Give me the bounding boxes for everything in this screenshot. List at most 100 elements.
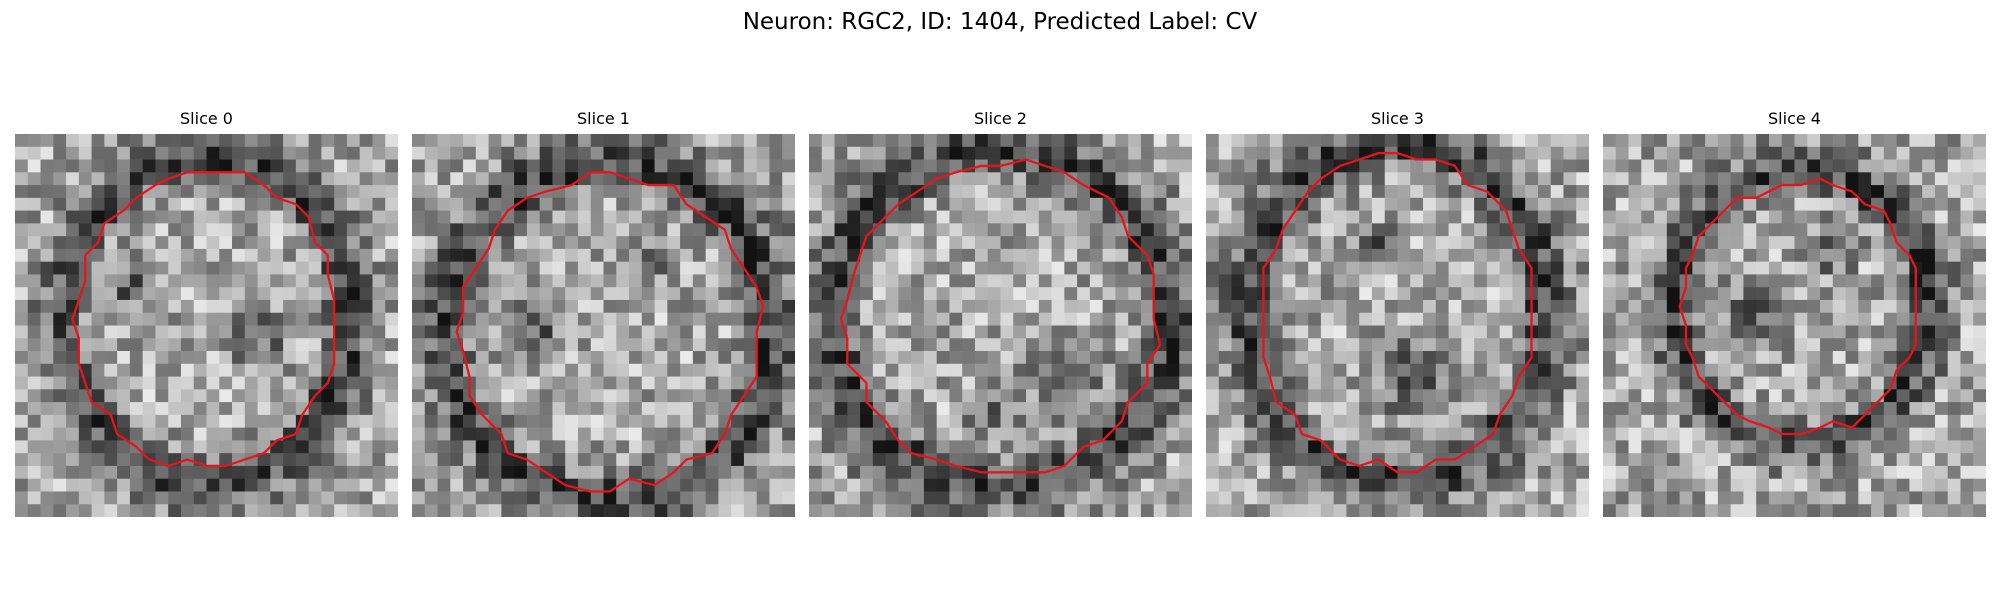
image-pixel [1603, 287, 1617, 301]
image-pixel [1282, 376, 1296, 390]
image-pixel [974, 210, 989, 224]
image-pixel [860, 478, 874, 492]
image-pixel [1269, 325, 1283, 339]
image-pixel [1269, 197, 1283, 211]
image-pixel [1705, 261, 1719, 275]
image-pixel [488, 427, 502, 441]
image-pixel [206, 376, 220, 390]
image-pixel [1717, 325, 1732, 339]
image-pixel [847, 185, 861, 199]
image-pixel [1679, 376, 1693, 390]
image-pixel [385, 197, 398, 211]
image-pixel [1692, 287, 1706, 301]
image-pixel [193, 478, 207, 492]
image-pixel [1896, 427, 1910, 441]
image-pixel [1692, 325, 1706, 339]
image-pixel [488, 159, 502, 173]
image-pixel [949, 210, 963, 224]
image-pixel [180, 351, 195, 365]
image-pixel [1218, 351, 1232, 365]
image-pixel [1077, 236, 1091, 250]
image-pixel [168, 440, 182, 454]
image-pixel [78, 478, 92, 492]
image-pixel [219, 376, 233, 390]
image-pixel [1153, 402, 1167, 416]
image-pixel [1320, 389, 1335, 403]
image-pixel [1615, 312, 1629, 326]
image-pixel [782, 491, 795, 505]
image-pixel [193, 185, 207, 199]
image-pixel [962, 427, 976, 441]
image-pixel [283, 248, 297, 263]
image-pixel [270, 389, 284, 403]
image-pixel [1282, 197, 1296, 211]
image-pixel [1563, 440, 1577, 454]
image-pixel [616, 504, 630, 517]
image-pixel [53, 325, 67, 339]
image-pixel [1820, 453, 1834, 467]
image-pixel [1896, 236, 1910, 250]
image-pixel [1807, 491, 1821, 505]
image-pixel [1346, 172, 1360, 186]
image-pixel [1359, 236, 1373, 250]
image-pixel [603, 223, 617, 237]
image-pixel [1960, 363, 1974, 377]
image-pixel [590, 351, 604, 365]
image-pixel [1768, 172, 1783, 186]
image-pixel [1537, 236, 1552, 250]
image-pixel [860, 146, 874, 160]
image-pixel [412, 159, 426, 173]
image-pixel [40, 146, 54, 160]
image-pixel [334, 402, 348, 416]
image-pixel [244, 376, 258, 390]
image-pixel [78, 223, 92, 237]
image-pixel [1743, 312, 1757, 326]
image-pixel [15, 287, 29, 301]
image-pixel [936, 504, 950, 517]
image-pixel [155, 146, 169, 160]
image-pixel [885, 363, 899, 377]
image-pixel [1858, 478, 1872, 492]
image-pixel [1871, 146, 1885, 160]
image-pixel [1026, 389, 1040, 403]
image-pixel [1743, 453, 1757, 467]
image-pixel [1410, 236, 1424, 250]
image-pixel [1705, 389, 1719, 403]
image-pixel [552, 389, 566, 403]
image-pixel [641, 248, 655, 263]
image-pixel [514, 248, 528, 263]
image-pixel [1282, 478, 1296, 492]
image-pixel [372, 325, 386, 339]
image-pixel [475, 274, 489, 288]
image-pixel [1371, 312, 1386, 326]
image-pixel [346, 389, 361, 403]
image-pixel [488, 376, 502, 390]
image-pixel [180, 185, 195, 199]
image-pixel [1359, 427, 1373, 441]
image-pixel [334, 376, 348, 390]
image-pixel [1384, 223, 1398, 237]
image-pixel [743, 402, 758, 416]
image-pixel [1563, 376, 1577, 390]
image-pixel [1615, 478, 1629, 492]
image-pixel [1654, 491, 1668, 505]
image-pixel [1140, 440, 1155, 454]
image-pixel [40, 376, 54, 390]
image-pixel [91, 261, 105, 275]
image-pixel [346, 440, 361, 454]
image-pixel [180, 197, 195, 211]
image-pixel [1666, 325, 1680, 339]
image-pixel [1794, 197, 1808, 211]
image-pixel [731, 376, 745, 390]
image-pixel [193, 351, 207, 365]
image-pixel [1153, 274, 1167, 288]
image-pixel [1384, 159, 1398, 173]
image-pixel [104, 338, 118, 352]
image-pixel [53, 376, 67, 390]
image-pixel [1756, 338, 1770, 352]
image-pixel [1871, 236, 1885, 250]
image-pixel [424, 338, 438, 352]
image-pixel [514, 172, 528, 186]
image-pixel [66, 427, 80, 441]
image-pixel [1244, 402, 1258, 416]
